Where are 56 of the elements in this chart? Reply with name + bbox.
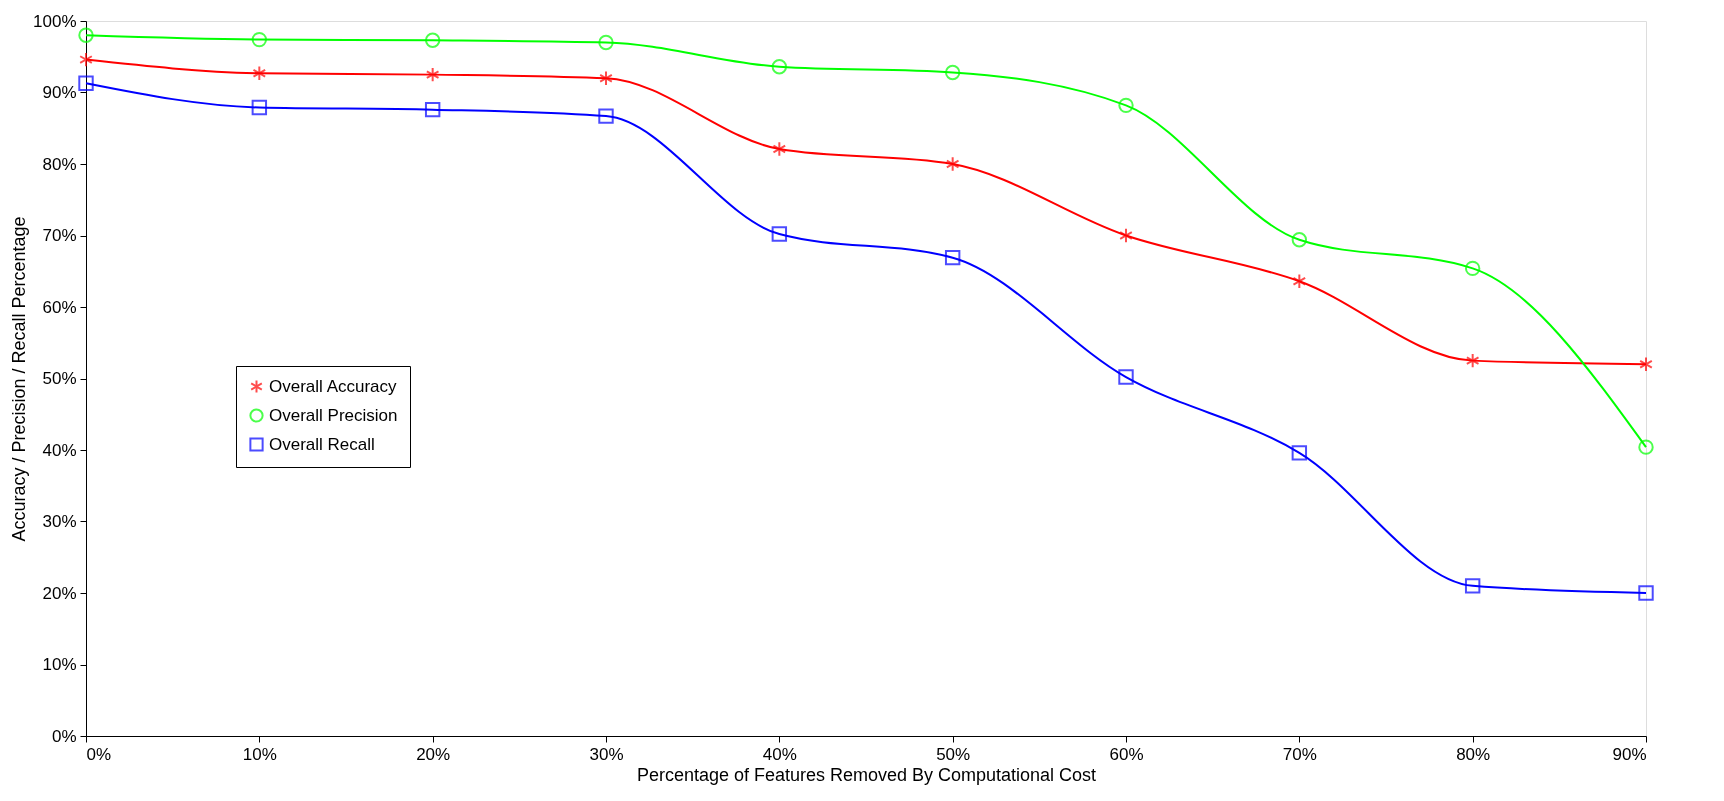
point <box>1291 445 1308 461</box>
legend-label: Overall Precision <box>269 405 398 425</box>
x-tick-label: 10% <box>242 744 277 764</box>
point <box>1118 369 1134 385</box>
point <box>424 32 441 48</box>
point <box>945 156 960 172</box>
y-tick-label: 80% <box>42 154 77 174</box>
x-tick-label: 30% <box>589 744 624 764</box>
point <box>78 75 94 91</box>
point <box>79 51 93 68</box>
x-tick-label: 20% <box>416 744 451 764</box>
point <box>598 108 614 124</box>
point <box>251 99 268 116</box>
x-tick-label: 40% <box>762 744 797 764</box>
point <box>1292 273 1307 289</box>
point <box>1464 578 1481 594</box>
point <box>1118 97 1134 114</box>
x-tick-label: 70% <box>1282 744 1317 764</box>
point <box>1119 227 1133 244</box>
point <box>771 226 788 242</box>
x-axis-title: Percentage of Features Removed By Computational Cost <box>636 764 1097 785</box>
y-tick-label: 0% <box>51 726 77 746</box>
point <box>1291 232 1308 248</box>
y-axis-title: Accuracy / Precision / Recall Percentage <box>9 216 30 542</box>
y-tick-label: 50% <box>42 369 77 388</box>
point <box>78 27 94 43</box>
point <box>772 141 787 157</box>
y-tick-label: 20% <box>42 583 77 603</box>
point <box>1639 356 1653 372</box>
point <box>1465 352 1480 369</box>
point <box>252 65 267 81</box>
x-tick-label: 50% <box>936 744 971 764</box>
point <box>944 64 961 81</box>
point <box>599 70 613 86</box>
y-tick-label: 60% <box>42 297 77 317</box>
legend-label: Overall Accuracy <box>269 376 398 396</box>
y-tick-label: 70% <box>42 226 77 245</box>
point <box>771 59 788 75</box>
x-tick-label: 60% <box>1109 744 1144 764</box>
y-tick-label: 100% <box>33 11 77 31</box>
y-tick-label: 30% <box>42 512 77 531</box>
x-tick-label: 80% <box>1456 744 1491 764</box>
point <box>598 34 614 51</box>
point <box>251 31 268 48</box>
point <box>944 249 961 266</box>
y-tick-label: 10% <box>42 655 77 674</box>
point <box>424 101 441 118</box>
y-tick-label: 90% <box>42 83 77 102</box>
x-tick-label: 0% <box>86 744 112 764</box>
point <box>1464 260 1481 277</box>
point <box>1638 439 1654 455</box>
y-tick-label: 40% <box>42 440 77 460</box>
point <box>425 66 440 83</box>
point <box>1638 585 1654 601</box>
x-tick-label: 90% <box>1612 744 1647 764</box>
legend-label: Overall Recall <box>269 434 375 454</box>
